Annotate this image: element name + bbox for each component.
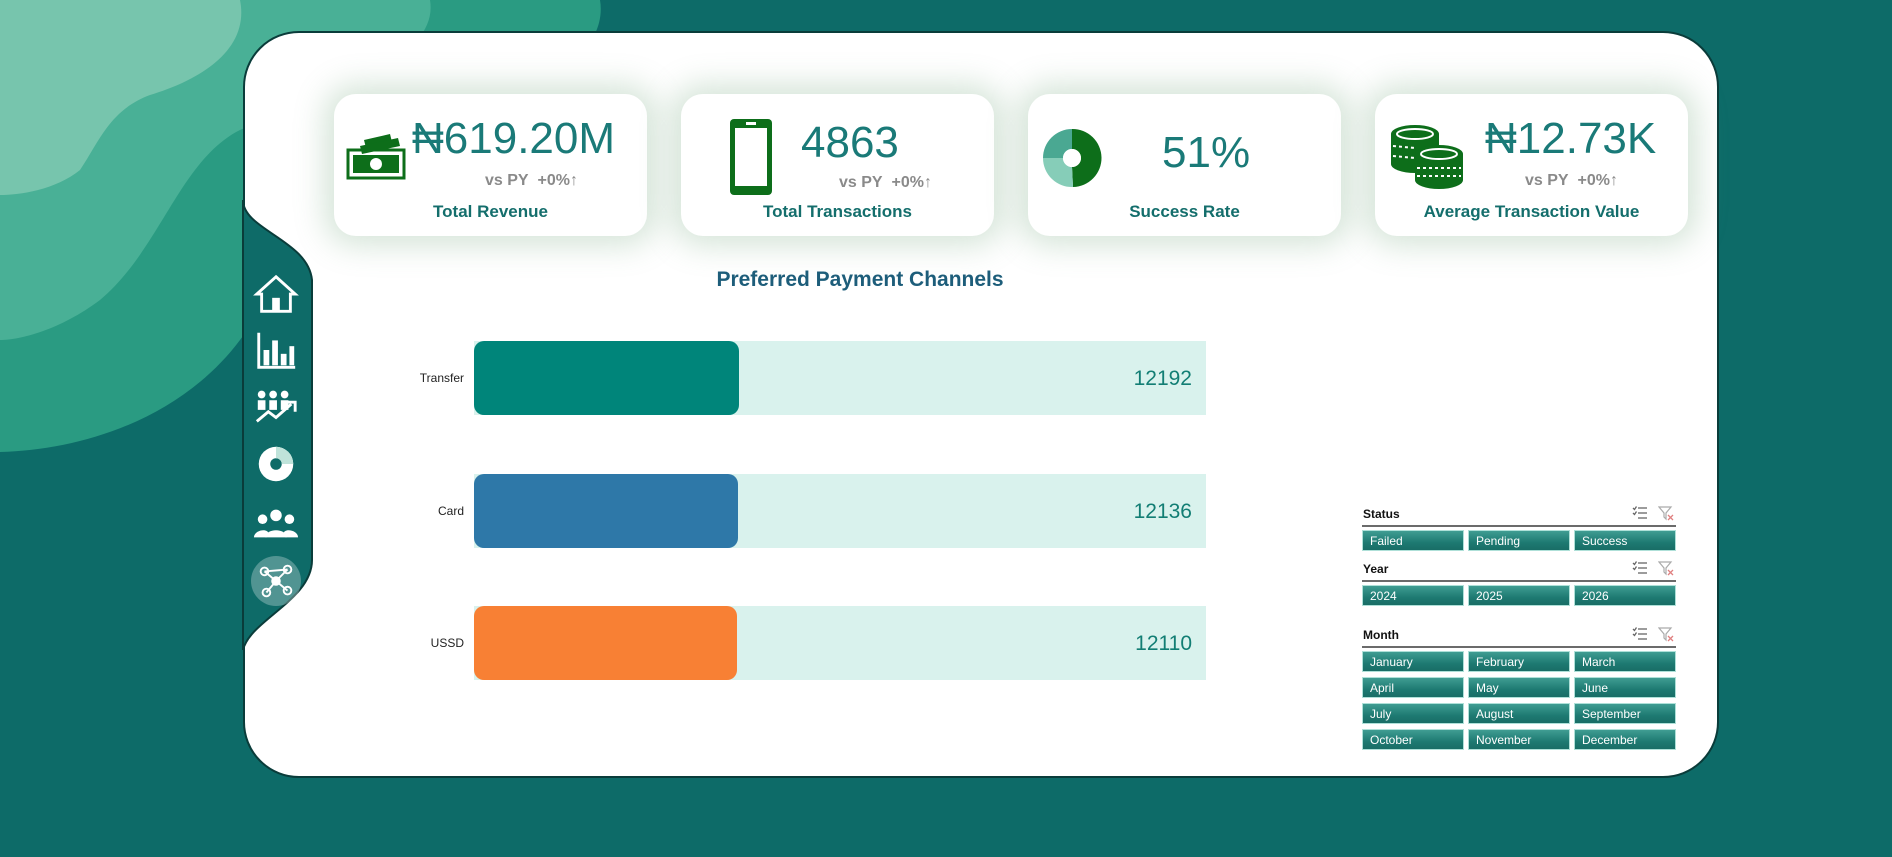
slicer-option-may[interactable]: May	[1468, 677, 1570, 698]
clear-filter-icon[interactable]	[1657, 560, 1674, 576]
kpi-card-avg-transaction: ₦12.73K vs PY +0%↑ Average Transaction V…	[1375, 94, 1688, 236]
bar[interactable]	[474, 341, 739, 415]
nav-people-growth-icon[interactable]	[252, 382, 300, 430]
kpi-label: Average Transaction Value	[1423, 202, 1640, 221]
slicer-option-2026[interactable]: 2026	[1574, 585, 1676, 606]
bar-value-label: 12192	[1133, 367, 1192, 390]
clear-filter-icon[interactable]	[1657, 626, 1674, 642]
slicer-title: Year	[1363, 562, 1389, 576]
slicer-options: January February March April May June Ju…	[1362, 651, 1676, 750]
clear-filter-icon[interactable]	[1657, 505, 1674, 521]
kpi-value: 4863	[801, 118, 899, 167]
kpi-label: Success Rate	[1129, 202, 1240, 221]
slicer-title: Month	[1363, 628, 1399, 642]
kpi-vs-label: vs PY +0%↑	[839, 174, 932, 191]
slicer-option-success[interactable]: Success	[1574, 530, 1676, 551]
slicer-option-december[interactable]: December	[1574, 729, 1676, 750]
kpi-label: Total Revenue	[433, 202, 548, 221]
multi-select-icon[interactable]	[1632, 560, 1648, 576]
kpi-card-transactions: 4863 vs PY +0%↑ Total Transactions	[681, 94, 994, 236]
slicer-options: 2024 2025 2026	[1362, 585, 1676, 606]
kpi-value: ₦12.73K	[1485, 114, 1657, 163]
nav-network-icon[interactable]	[251, 556, 301, 606]
kpi-vs-label: vs PY +0%↑	[1525, 172, 1618, 189]
multi-select-icon[interactable]	[1632, 626, 1648, 642]
slicer-title: Status	[1363, 507, 1400, 521]
slicer-year: Year 2024 2025 2026	[1362, 560, 1676, 606]
kpi-vs-label: vs PY +0%↑	[485, 172, 578, 189]
coins-icon	[1389, 124, 1465, 195]
donut-icon	[1042, 128, 1102, 193]
slicer-header: Year	[1362, 560, 1676, 582]
cash-icon	[346, 134, 406, 185]
kpi-card-success-rate: 51% Success Rate	[1028, 94, 1341, 236]
bar-value-label: 12136	[1133, 500, 1192, 523]
slicer-options: Failed Pending Success	[1362, 530, 1676, 551]
nav-pie-icon[interactable]	[252, 440, 300, 488]
multi-select-icon[interactable]	[1632, 505, 1648, 521]
slicer-option-february[interactable]: February	[1468, 651, 1570, 672]
bar-value-label: 12110	[1135, 632, 1192, 655]
kpi-value: 51%	[1162, 128, 1251, 177]
phone-icon	[729, 118, 773, 201]
nav-bar-chart-icon[interactable]	[252, 326, 300, 374]
bar-category-label: Card	[437, 504, 464, 518]
slicer-option-january[interactable]: January	[1362, 651, 1464, 672]
slicer-option-2025[interactable]: 2025	[1468, 585, 1570, 606]
slicer-option-june[interactable]: June	[1574, 677, 1676, 698]
slicer-month: Month January February March April May J…	[1362, 626, 1676, 750]
slicer-status: Status Failed Pending Success	[1362, 505, 1676, 551]
slicer-option-july[interactable]: July	[1362, 703, 1464, 724]
slicer-option-april[interactable]: April	[1362, 677, 1464, 698]
chart-title: Preferred Payment Channels	[716, 268, 1004, 291]
slicer-header: Status	[1362, 505, 1676, 527]
slicer-option-august[interactable]: August	[1468, 703, 1570, 724]
bar-category-label: Transfer	[419, 371, 464, 385]
sidebar	[240, 200, 315, 650]
slicer-option-november[interactable]: November	[1468, 729, 1570, 750]
kpi-label: Total Transactions	[763, 202, 912, 221]
slicer-option-pending[interactable]: Pending	[1468, 530, 1570, 551]
nav-users-icon[interactable]	[252, 500, 300, 548]
slicer-option-march[interactable]: March	[1574, 651, 1676, 672]
bar[interactable]	[474, 606, 737, 680]
nav-home-icon[interactable]	[252, 270, 300, 318]
slicer-option-september[interactable]: September	[1574, 703, 1676, 724]
bar-category-label: USSD	[430, 636, 464, 650]
slicer-header: Month	[1362, 626, 1676, 648]
slicer-option-failed[interactable]: Failed	[1362, 530, 1464, 551]
bar[interactable]	[474, 474, 738, 548]
kpi-value: ₦619.20M	[412, 114, 616, 163]
slicer-option-october[interactable]: October	[1362, 729, 1464, 750]
slicer-option-2024[interactable]: 2024	[1362, 585, 1464, 606]
kpi-card-revenue: ₦619.20M vs PY +0%↑ Total Revenue	[334, 94, 647, 236]
